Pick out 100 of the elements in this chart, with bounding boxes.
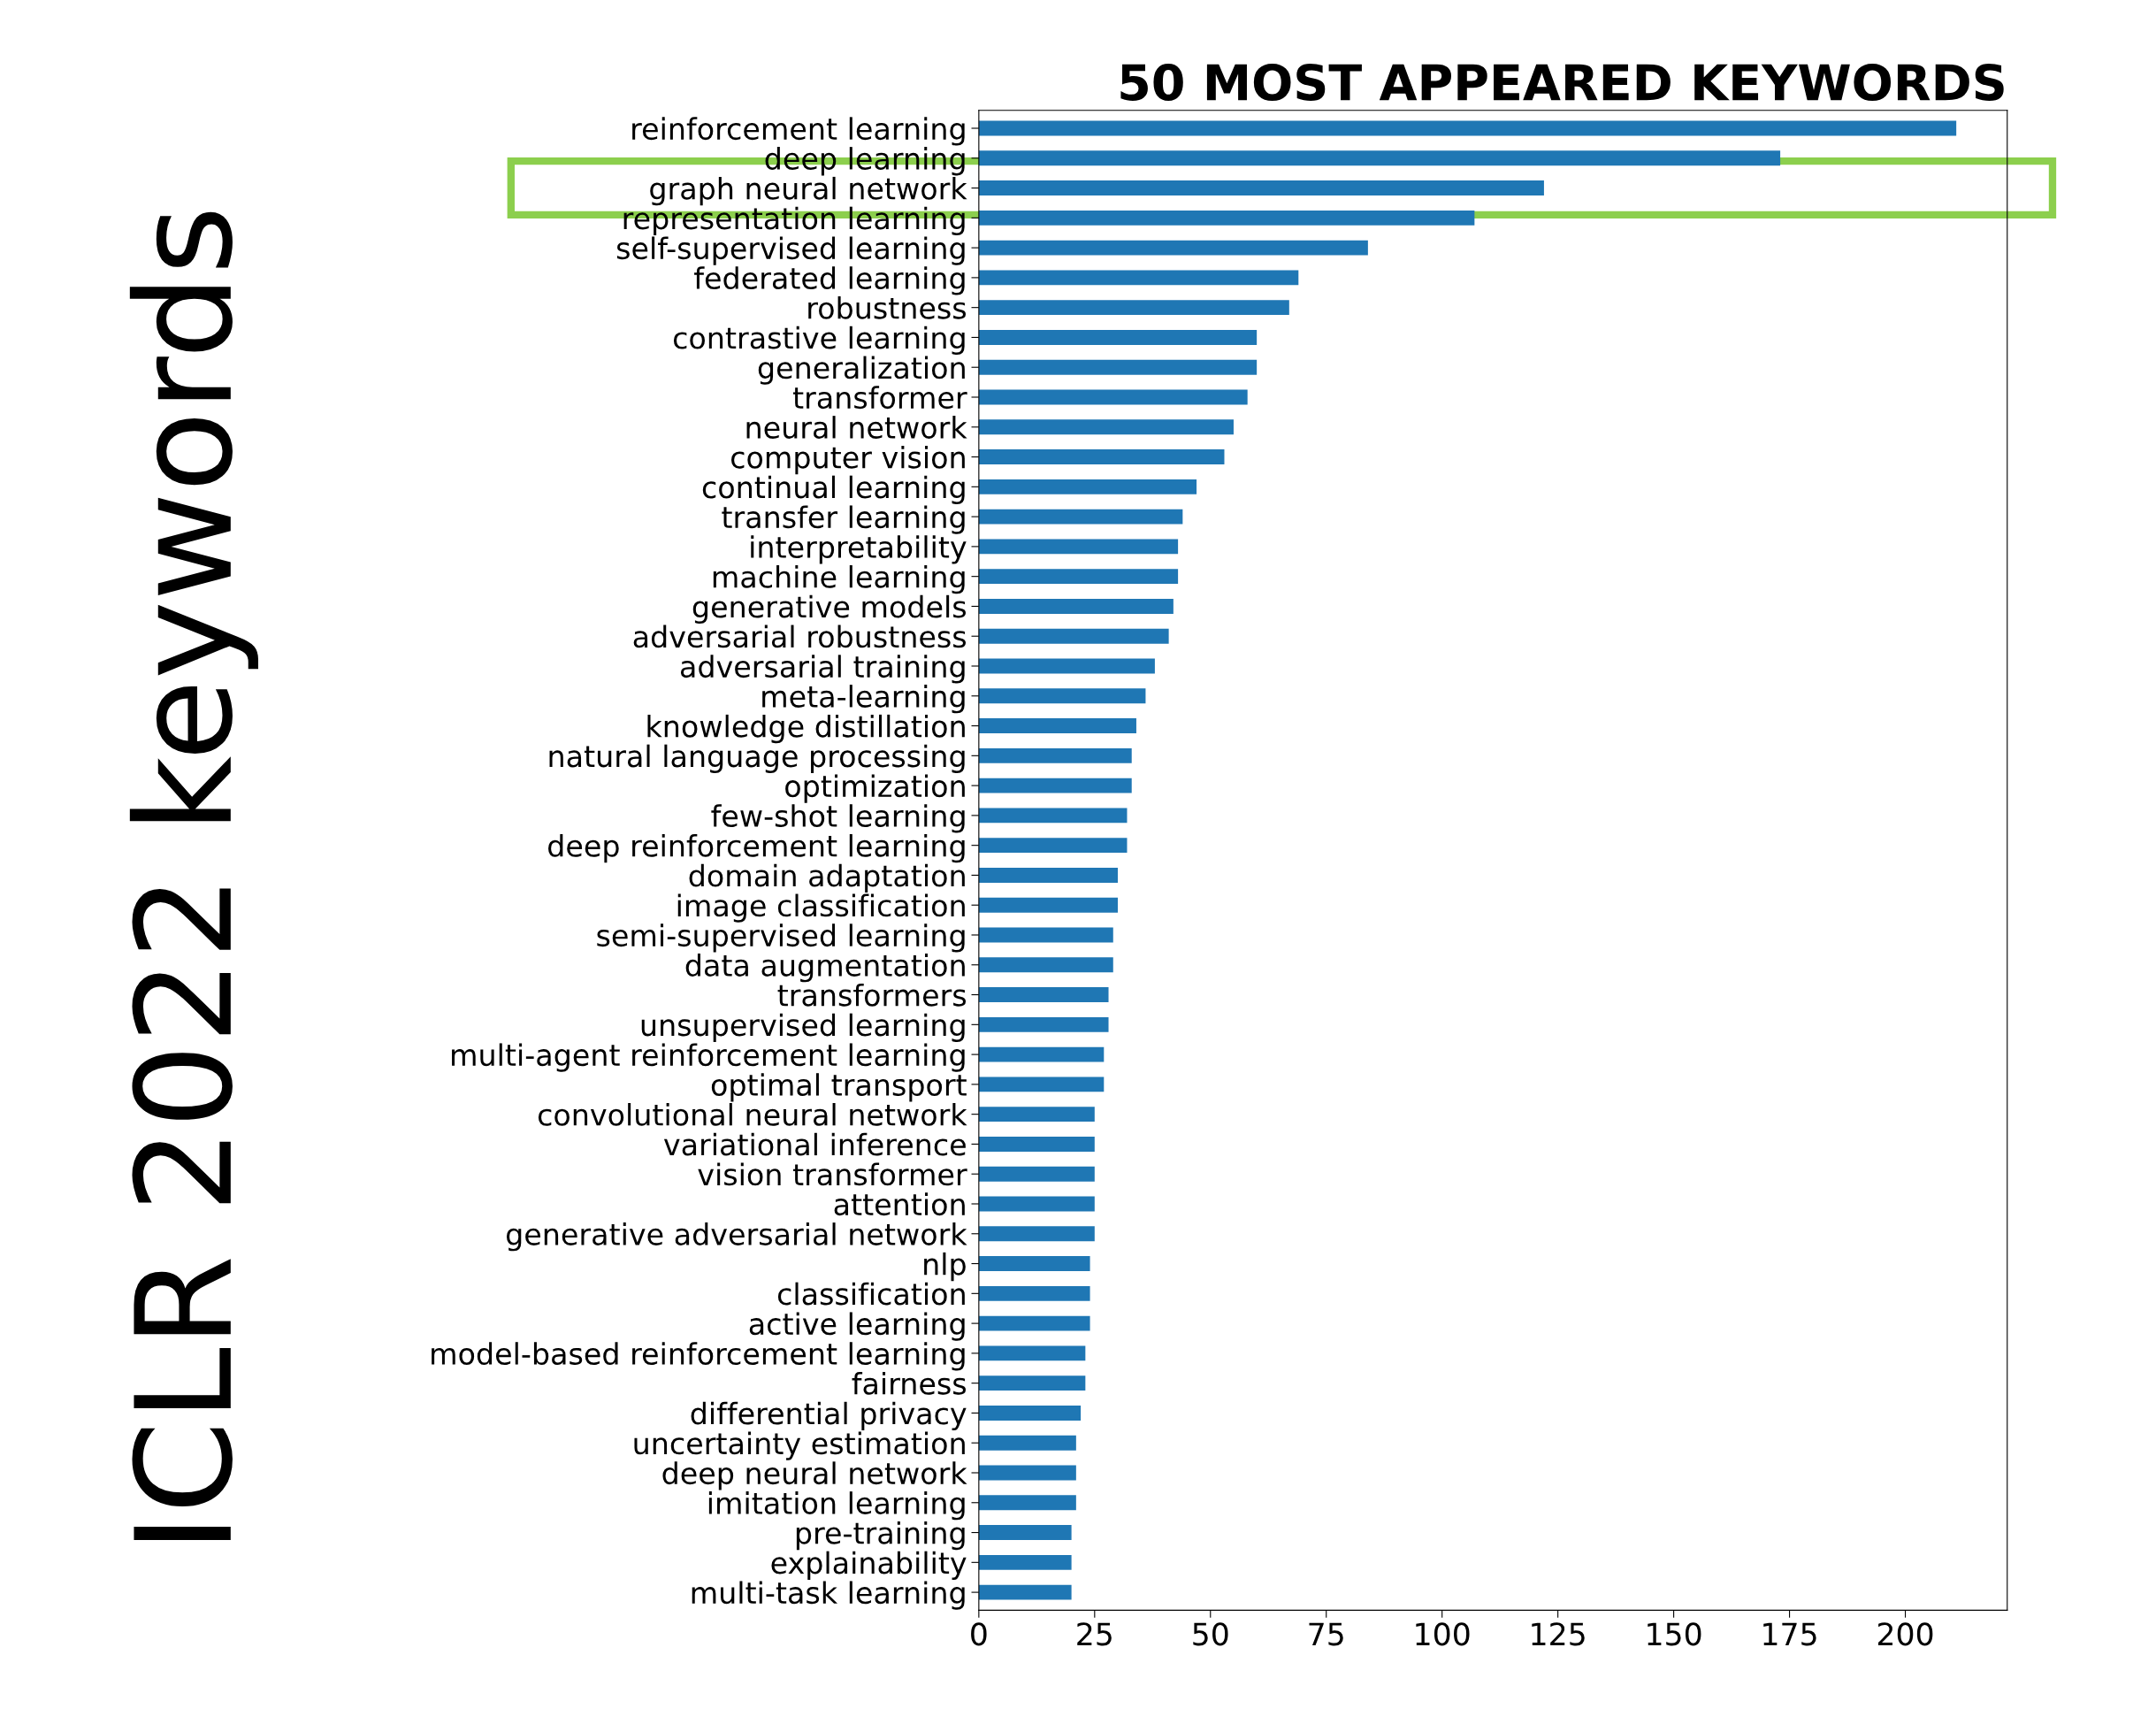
- y-tick-label: computer vision: [731, 445, 965, 475]
- y-tick-label: convolutional neural network: [538, 1103, 967, 1126]
- y-tick-label: contrastive learning: [673, 326, 965, 356]
- bar: [978, 479, 1197, 494]
- bar: [978, 1584, 1072, 1600]
- bar: [978, 1166, 1095, 1182]
- bar: [978, 150, 1781, 166]
- bar: [978, 718, 1136, 733]
- bar: [978, 658, 1155, 674]
- y-tick-label: classification: [777, 1282, 965, 1306]
- y-tick-label: uncertainty estimation: [634, 1431, 965, 1460]
- bar: [978, 120, 1957, 136]
- text: ICLR 2022 keywords: [129, 211, 259, 1540]
- bar: [978, 1495, 1076, 1511]
- y-tick-label: deep learning: [765, 147, 965, 176]
- bar: [978, 957, 1113, 973]
- y-tick-label: adversarial robustness: [633, 624, 967, 648]
- y-tick-label: pre-training: [796, 1521, 965, 1551]
- bar: [978, 1016, 1109, 1032]
- y-tick-label: knowledge distillation: [647, 714, 965, 744]
- y-tick-label: natural language processing: [549, 744, 965, 773]
- y-tick-label: generative adversarial network: [506, 1222, 967, 1252]
- y-tick-label: generalization: [758, 356, 965, 385]
- y-tick-label: continual learning: [702, 475, 965, 504]
- bar: [978, 539, 1179, 555]
- y-tick-label: optimization: [785, 774, 965, 803]
- bar: [978, 1525, 1072, 1540]
- bar: [978, 688, 1146, 704]
- bar: [978, 1554, 1072, 1570]
- bar: [978, 569, 1179, 585]
- x-tick-label: 150: [1648, 1622, 1701, 1646]
- bar: [978, 1405, 1082, 1421]
- bar: [978, 180, 1544, 195]
- y-tick-label: meta-learning: [762, 685, 965, 714]
- bar: [978, 210, 1475, 226]
- y-tick-label: deep neural network: [662, 1461, 967, 1490]
- bar: [978, 1107, 1095, 1123]
- bar: [978, 449, 1225, 464]
- bar: [978, 240, 1368, 256]
- y-tick-label: transformer: [792, 386, 967, 410]
- y-tick-label: adversarial training: [680, 655, 965, 684]
- y-tick-label: nlp: [924, 1252, 966, 1282]
- y-tick-label: differential privacy: [691, 1401, 967, 1431]
- bar: [978, 359, 1258, 375]
- x-tick-label: 25: [1077, 1622, 1112, 1646]
- x-tick-label: 100: [1416, 1622, 1470, 1646]
- bar: [978, 1077, 1105, 1092]
- bar: [978, 1345, 1086, 1361]
- y-tick-label: few-shot learning: [711, 804, 965, 833]
- y-tick-label: self-supervised learning: [616, 236, 965, 265]
- bar: [978, 927, 1113, 943]
- y-tick-label: variational inference: [663, 1132, 966, 1156]
- bar: [978, 778, 1132, 793]
- chart-title: 50 MOST APPEARED KEYWORDS: [1120, 63, 2004, 101]
- y-tick-label: deep reinforcement learning: [548, 834, 965, 863]
- bar: [978, 747, 1132, 763]
- y-tick-label: vision transformer: [698, 1162, 967, 1186]
- y-tick-label: multi-task learning: [692, 1581, 965, 1610]
- bar: [978, 897, 1118, 913]
- bar: [978, 1226, 1095, 1242]
- y-tick-label: unsupervised learning: [641, 1013, 965, 1042]
- y-tick-label: multi-agent reinforcement learning: [452, 1043, 965, 1072]
- bar: [978, 599, 1174, 614]
- bar: [978, 1256, 1090, 1271]
- y-tick-label: semi-supervised learning: [597, 923, 965, 953]
- y-tick-label: domain adaptation: [689, 863, 965, 893]
- bar: [978, 1465, 1076, 1481]
- bar: [978, 419, 1234, 435]
- bar: [978, 1435, 1076, 1451]
- x-tick-label: 50: [1193, 1622, 1228, 1646]
- bar: [978, 1315, 1090, 1331]
- x-tick-label: 175: [1763, 1622, 1816, 1646]
- y-tick-label: data augmentation: [685, 954, 965, 983]
- y-tick-label: reinforcement learning: [632, 117, 965, 146]
- y-tick-label: active learning: [749, 1312, 965, 1341]
- y-tick-label: federated learning: [694, 266, 965, 295]
- y-tick-label: robustness: [808, 296, 967, 319]
- y-tick-label: generative models: [692, 594, 967, 624]
- y-tick-label: optimal transport: [711, 1073, 967, 1102]
- x-tick-label: 0: [971, 1622, 987, 1646]
- y-tick-label: attention: [834, 1192, 965, 1216]
- bar: [978, 330, 1258, 345]
- y-tick-label: machine learning: [713, 565, 965, 594]
- y-tick-label: model-based reinforcement learning: [432, 1342, 965, 1371]
- bar: [978, 628, 1169, 644]
- y-tick-label: fairness: [852, 1371, 967, 1395]
- bar: [978, 1046, 1105, 1062]
- bar: [978, 868, 1118, 883]
- bar: [978, 300, 1289, 316]
- bar: [978, 270, 1299, 286]
- bar: [978, 1136, 1095, 1152]
- x-tick-label: 200: [1877, 1622, 1933, 1646]
- bar: [978, 838, 1128, 854]
- bar: [978, 1375, 1086, 1391]
- y-tick-label: graph neural network: [650, 176, 967, 206]
- bar: [978, 509, 1183, 525]
- bar: [978, 1285, 1090, 1301]
- y-tick-label: transformers: [777, 983, 967, 1007]
- y-tick-label: interpretability: [751, 535, 967, 564]
- x-tick-label: 75: [1309, 1622, 1343, 1646]
